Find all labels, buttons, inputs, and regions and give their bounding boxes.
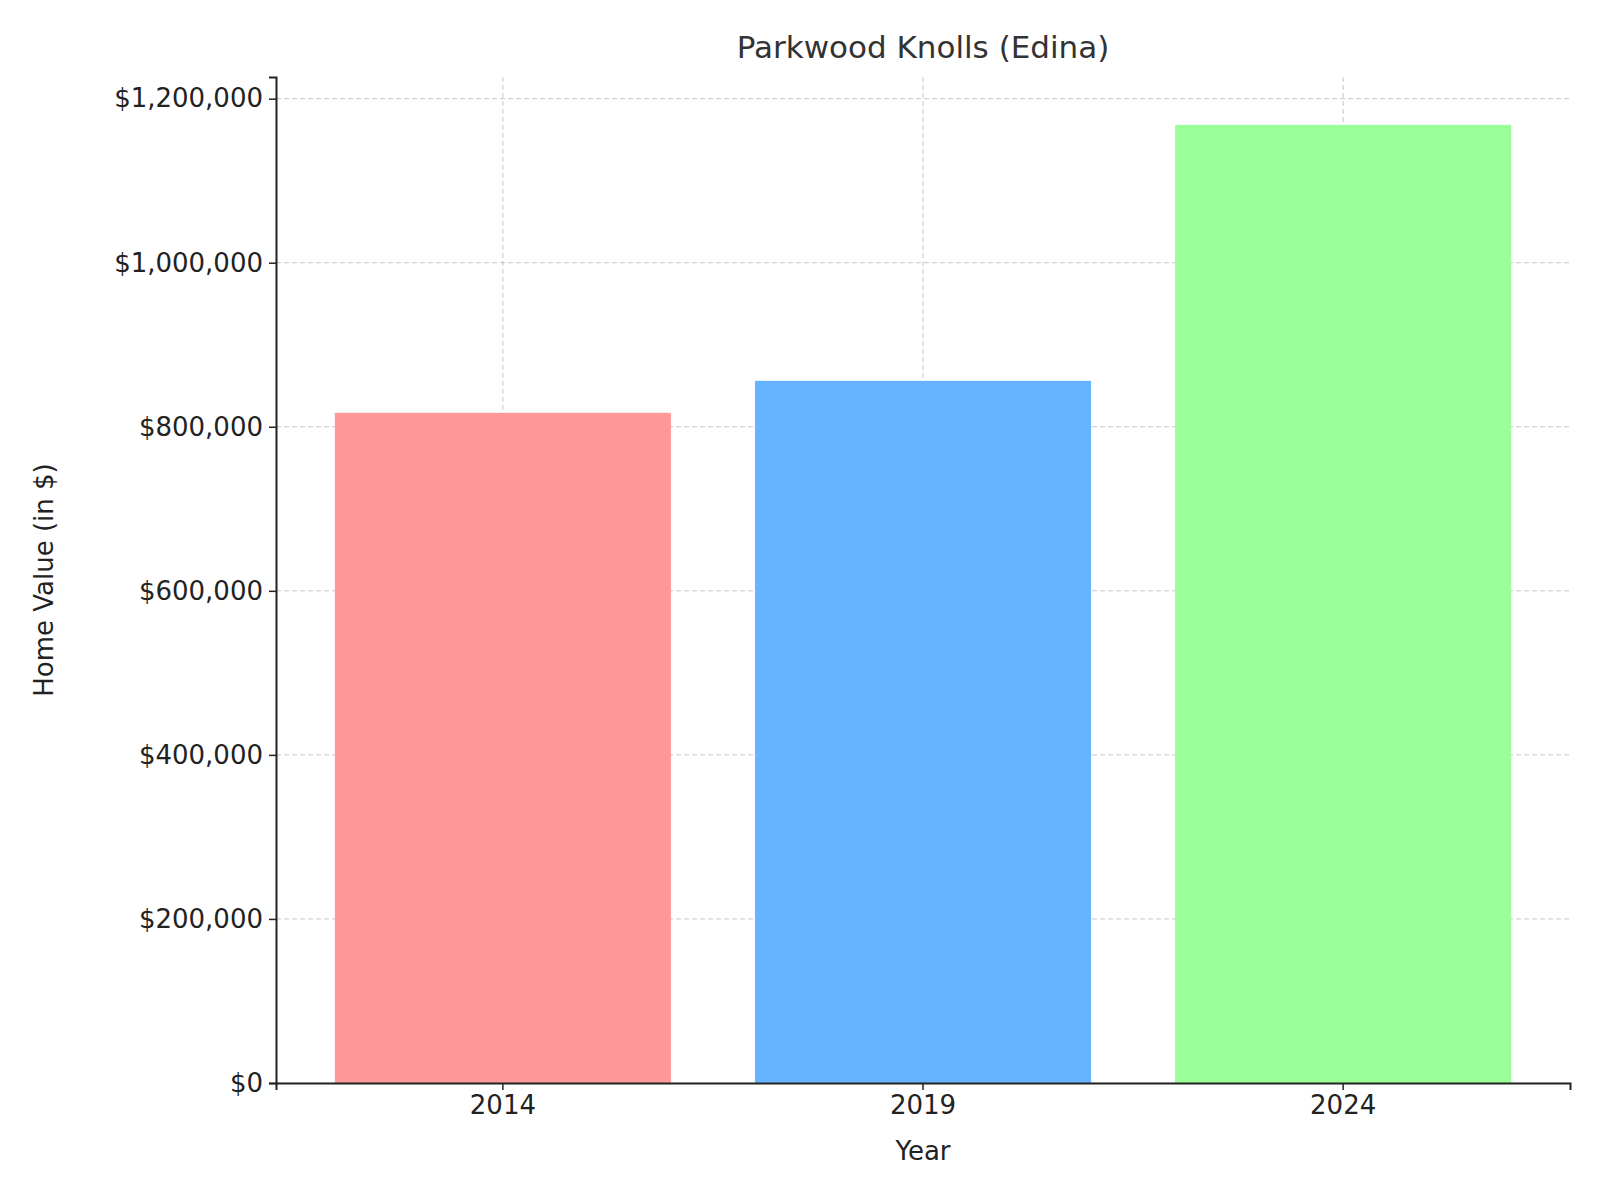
y-tick-label: $200,000	[139, 904, 263, 934]
title: Parkwood Knolls (Edina)	[737, 29, 1110, 65]
x-axis: 2014 2019 2024	[277, 1083, 1571, 1120]
y-tick: $400,000	[139, 740, 276, 770]
x-tick: 2019	[890, 1083, 956, 1120]
x-tick: 2014	[470, 1083, 536, 1120]
y-tick-label: $0	[230, 1068, 263, 1098]
chart: 2014 2019 2024 $0 $200,000 $400,000 $600,000 $8…	[0, 0, 1600, 1200]
x-axis-line	[277, 1084, 1571, 1091]
y-tick-mark	[269, 262, 276, 264]
y-tick-label: $1,200,000	[114, 83, 263, 113]
y-tick-label: $1,000,000	[114, 248, 263, 278]
x-tick-label: 2014	[470, 1090, 536, 1120]
y-tick: $200,000	[139, 904, 276, 934]
plot: 2014 2019 2024 $0 $200,000 $400,000 $600,000 $8…	[114, 77, 1570, 1120]
bar	[335, 413, 671, 1083]
y-tick: $600,000	[139, 576, 276, 606]
y-tick-mark	[269, 1083, 276, 1085]
y-axis-line	[269, 78, 277, 1084]
bar	[1175, 125, 1511, 1083]
y-axis-title: Home Value (in $)	[29, 463, 59, 697]
y-tick: $0	[230, 1068, 276, 1098]
y-tick-mark	[269, 919, 276, 921]
bar	[755, 381, 1091, 1083]
grid	[276, 77, 1570, 1083]
x-tick: 2024	[1310, 1083, 1376, 1120]
bars	[335, 125, 1511, 1083]
y-tick-mark	[269, 427, 276, 429]
y-tick-label: $400,000	[139, 740, 263, 770]
x-tick-label: 2024	[1310, 1090, 1376, 1120]
y-tick-mark	[269, 755, 276, 757]
y-axis: $0 $200,000 $400,000 $600,000 $800,000 $1,000…	[114, 78, 276, 1098]
y-tick-label: $600,000	[139, 576, 263, 606]
x-tick-mark	[922, 1083, 924, 1090]
grid-line	[276, 98, 1570, 99]
y-tick-mark	[269, 98, 276, 100]
y-tick: $1,000,000	[114, 248, 276, 278]
y-tick: $800,000	[139, 412, 276, 442]
x-tick-mark	[1342, 1083, 1344, 1090]
y-tick-label: $800,000	[139, 412, 263, 442]
x-axis-title: Year	[894, 1136, 950, 1166]
x-tick-mark	[502, 1083, 504, 1090]
y-tick: $1,200,000	[114, 83, 276, 113]
x-tick-label: 2019	[890, 1090, 956, 1120]
y-tick-mark	[269, 591, 276, 593]
